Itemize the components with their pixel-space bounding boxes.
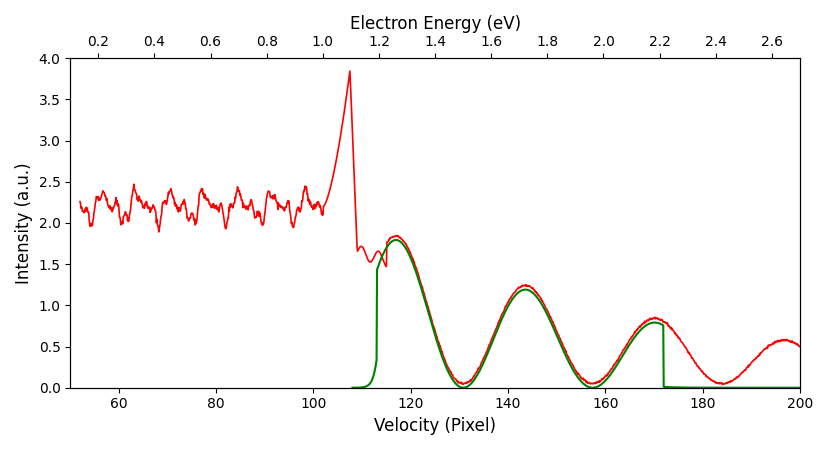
X-axis label: Electron Energy (eV): Electron Energy (eV) <box>349 15 520 33</box>
Y-axis label: Intensity (a.u.): Intensity (a.u.) <box>15 162 33 284</box>
X-axis label: Velocity (Pixel): Velocity (Pixel) <box>374 417 495 435</box>
